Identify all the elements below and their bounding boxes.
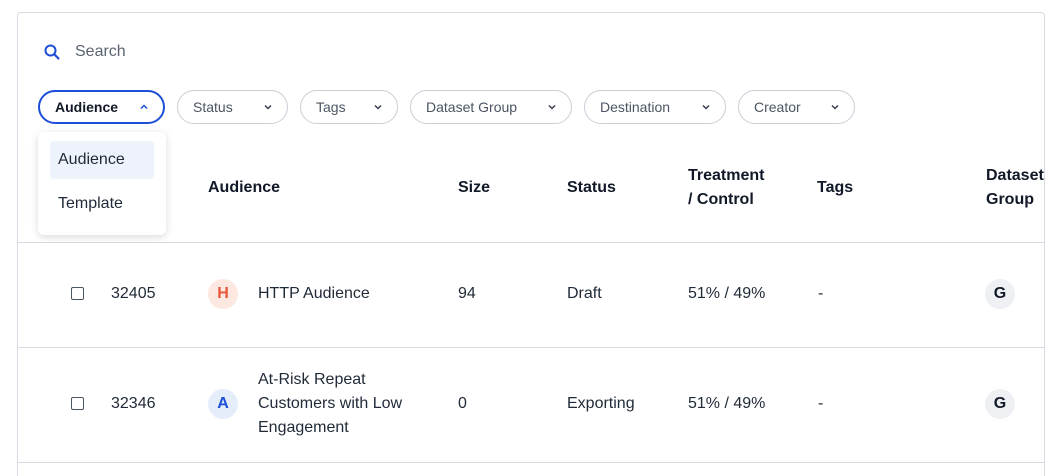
treatment-control: 51% / 49% xyxy=(688,395,766,412)
column-header-size[interactable]: Size xyxy=(458,179,491,196)
table-row[interactable]: 32346 A At-Risk Repeat Customers with Lo… xyxy=(18,349,1044,463)
search-icon xyxy=(44,44,60,60)
dataset-group-badge: G xyxy=(985,279,1015,309)
chevron-down-icon xyxy=(264,104,272,110)
search-bar xyxy=(43,43,375,61)
dropdown-option-template[interactable]: Template xyxy=(58,195,123,212)
audience-status: Exporting xyxy=(567,395,635,412)
row-checkbox[interactable] xyxy=(71,397,84,410)
filter-label: Dataset Group xyxy=(426,99,518,115)
column-header-line: Group xyxy=(986,191,1034,208)
audience-avatar: H xyxy=(208,279,238,309)
filter-label: Destination xyxy=(600,99,671,115)
chevron-down-icon xyxy=(831,104,839,110)
column-header-tags[interactable]: Tags xyxy=(817,179,854,196)
table-header: Audience Size Status Treatment / Control… xyxy=(18,163,1044,243)
treatment-control: 51% / 49% xyxy=(688,285,766,302)
column-header-line: Treatment xyxy=(688,167,765,184)
audience-avatar: A xyxy=(208,389,238,419)
audience-name-line: At-Risk Repeat xyxy=(258,371,366,388)
filter-dataset-group[interactable]: Dataset Group xyxy=(410,90,572,124)
audiences-panel: Audience Status Tags Dataset Group Desti… xyxy=(17,12,1045,476)
audience-tags: - xyxy=(818,285,824,302)
audience-name[interactable]: At-Risk Repeat Customers with Low Engage… xyxy=(258,368,402,440)
search-input[interactable] xyxy=(75,43,375,61)
row-id: 32405 xyxy=(111,285,156,302)
filter-label: Tags xyxy=(316,99,346,115)
filter-status[interactable]: Status xyxy=(177,90,288,124)
column-header-line: Dataset xyxy=(986,167,1044,184)
filter-creator[interactable]: Creator xyxy=(738,90,855,124)
row-checkbox[interactable] xyxy=(71,287,84,300)
audience-name[interactable]: HTTP Audience xyxy=(258,285,370,302)
audience-size: 94 xyxy=(458,285,476,302)
filter-bar: Audience Status Tags Dataset Group Desti… xyxy=(38,90,855,124)
audience-status: Draft xyxy=(567,285,602,302)
dropdown-option-audience[interactable]: Audience xyxy=(50,141,154,179)
filter-audience[interactable]: Audience xyxy=(38,90,165,124)
filter-tags[interactable]: Tags xyxy=(300,90,398,124)
chevron-up-icon xyxy=(140,104,148,110)
audience-filter-dropdown: Audience Template xyxy=(38,132,166,235)
column-header-line: / Control xyxy=(688,191,754,208)
chevron-down-icon xyxy=(702,104,710,110)
audience-tags: - xyxy=(818,395,824,412)
chevron-down-icon xyxy=(548,104,556,110)
column-header-treatment[interactable]: Treatment / Control xyxy=(688,164,764,212)
column-header-dataset-group[interactable]: Dataset Group xyxy=(986,164,1044,212)
filter-label: Creator xyxy=(754,99,801,115)
filter-destination[interactable]: Destination xyxy=(584,90,726,124)
audience-name-line: Engagement xyxy=(258,419,349,436)
audience-name-line: Customers with Low xyxy=(258,395,403,412)
table-row[interactable]: 32405 H HTTP Audience 94 Draft 51% / 49%… xyxy=(18,244,1044,348)
chevron-down-icon xyxy=(374,104,382,110)
dataset-group-badge: G xyxy=(985,389,1015,419)
row-id: 32346 xyxy=(111,395,156,412)
filter-label: Status xyxy=(193,99,233,115)
filter-label: Audience xyxy=(55,99,119,115)
column-header-audience[interactable]: Audience xyxy=(208,179,281,196)
audience-size: 0 xyxy=(458,395,467,412)
column-header-status[interactable]: Status xyxy=(567,179,616,196)
